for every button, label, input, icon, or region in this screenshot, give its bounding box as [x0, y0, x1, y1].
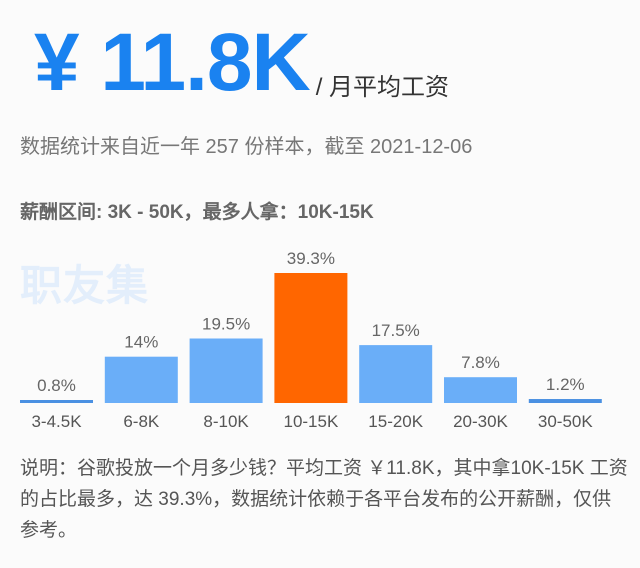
data-label: 0.8% — [37, 376, 76, 395]
data-label: 1.2% — [546, 375, 585, 394]
sample-info: 数据统计来自近一年 257 份样本，截至 2021-12-06 — [20, 136, 473, 158]
category-label: 30-50K — [538, 412, 593, 431]
average-salary: ¥ 11.8K — [34, 17, 311, 108]
bar-10-15K — [274, 273, 348, 403]
bar-8-10K — [189, 338, 263, 403]
data-label: 39.3% — [287, 249, 335, 268]
data-label: 14% — [124, 333, 158, 352]
category-label: 3-4.5K — [31, 412, 82, 431]
bar-6-8K — [104, 356, 178, 403]
salary-distribution-chart: 0.8% 3-4.5K 14% 6-8K 19.5% 8-10K 39.3% 10-15K 17… — [20, 249, 602, 431]
watermark-logo: 职友集 — [20, 262, 150, 309]
category-label: 8-10K — [203, 412, 249, 431]
bar-15-20K — [359, 345, 433, 403]
description-note: 说明：谷歌投放一个月多少钱？平均工资 ￥11.8K，其中拿10K-15K 工资的… — [20, 458, 628, 541]
category-label: 6-8K — [123, 412, 160, 431]
data-label: 19.5% — [202, 314, 250, 333]
category-label: 15-20K — [368, 412, 423, 431]
bar-20-30K — [444, 377, 517, 403]
salary-range: 薪酬区间: 3K - 50K，最多人拿：10K-15K — [20, 202, 374, 223]
salary-unit: / 月平均工资 — [315, 74, 450, 101]
bar-3-4.5K — [20, 400, 93, 403]
category-label: 10-15K — [283, 412, 338, 431]
data-label: 7.8% — [461, 353, 500, 372]
bar-30-50K — [528, 399, 602, 403]
headline: ¥ 11.8K / 月平均工资 — [34, 22, 449, 104]
category-label: 20-30K — [453, 412, 508, 431]
data-label: 17.5% — [372, 321, 420, 340]
